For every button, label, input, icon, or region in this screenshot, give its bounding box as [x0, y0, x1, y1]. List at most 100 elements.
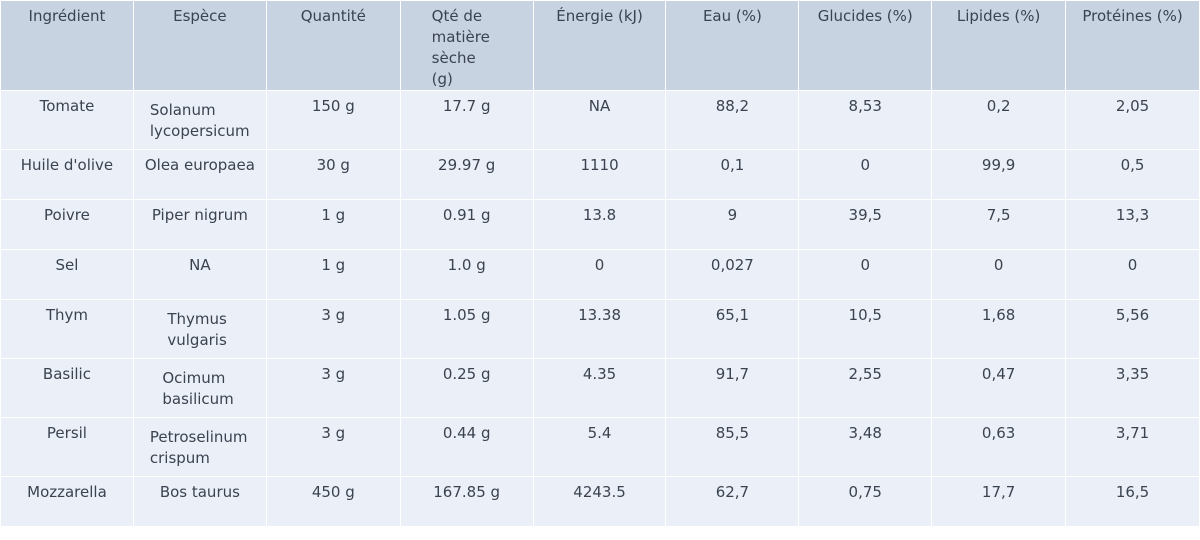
species-label: Ocimum basilicum — [162, 369, 234, 408]
species-label: Olea europaea — [144, 156, 255, 174]
cell-quantity: 150 g — [265, 90, 401, 150]
cell-carbohydrates: 0 — [798, 149, 933, 200]
cell-dry-matter: 29.97 g — [399, 149, 534, 200]
cell-energy: 0 — [532, 249, 667, 300]
header-dry-matter-label: Qté de matière sèche (g) — [431, 7, 490, 88]
cell-lipids: 0,47 — [931, 358, 1067, 418]
cell-dry-matter: 1.0 g — [399, 249, 534, 300]
cell-quantity: 3 g — [265, 417, 401, 477]
cell-energy: 13.38 — [532, 299, 667, 359]
cell-proteins: 0 — [1065, 249, 1200, 300]
cell-species: Bos taurus — [132, 476, 267, 527]
header-ingredient: Ingrédient — [0, 0, 134, 91]
cell-energy: 4243.5 — [532, 476, 667, 527]
table-row: Basilic Ocimum basilicum 3 g 0.25 g 4.35 91,7… — [0, 358, 1200, 418]
cell-dry-matter: 0.25 g — [399, 358, 534, 418]
cell-dry-matter: 1.05 g — [399, 299, 534, 359]
cell-species: Thymus vulgaris — [132, 299, 267, 359]
species-label: Petroselinum crispum — [149, 428, 248, 467]
cell-carbohydrates: 8,53 — [798, 90, 933, 150]
cell-quantity: 3 g — [265, 299, 401, 359]
cell-carbohydrates: 39,5 — [798, 199, 933, 250]
cell-dry-matter: 0.44 g — [399, 417, 534, 477]
cell-carbohydrates: 10,5 — [798, 299, 933, 359]
header-quantity: Quantité — [265, 0, 401, 91]
header-carbohydrates: Glucides (%) — [798, 0, 933, 91]
cell-water: 0,027 — [665, 249, 800, 300]
header-proteins: Protéines (%) — [1065, 0, 1200, 91]
cell-ingredient: Sel — [0, 249, 134, 300]
cell-quantity: 3 g — [265, 358, 401, 418]
header-water: Eau (%) — [665, 0, 800, 91]
cell-proteins: 2,05 — [1065, 90, 1200, 150]
table-row: Poivre Piper nigrum 1 g 0.91 g 13.8 9 39,5 7,5 1… — [0, 199, 1200, 250]
cell-lipids: 0,63 — [931, 417, 1067, 477]
cell-quantity: 1 g — [265, 249, 401, 300]
cell-lipids: 1,68 — [931, 299, 1067, 359]
cell-water: 65,1 — [665, 299, 800, 359]
cell-carbohydrates: 0 — [798, 249, 933, 300]
cell-proteins: 16,5 — [1065, 476, 1200, 527]
cell-ingredient: Mozzarella — [0, 476, 134, 527]
cell-lipids: 7,5 — [931, 199, 1067, 250]
table-row: Mozzarella Bos taurus 450 g 167.85 g 4243.5 6… — [0, 476, 1200, 527]
cell-water: 91,7 — [665, 358, 800, 418]
cell-quantity: 1 g — [265, 199, 401, 250]
cell-ingredient: Huile d'olive — [0, 149, 134, 200]
cell-lipids: 17,7 — [931, 476, 1067, 527]
cell-proteins: 0,5 — [1065, 149, 1200, 200]
cell-proteins: 5,56 — [1065, 299, 1200, 359]
header-lipids: Lipides (%) — [931, 0, 1067, 91]
nutrition-table: Ingrédient Espèce Quantité Qté de matièr… — [0, 0, 1200, 527]
header-row: Ingrédient Espèce Quantité Qté de matièr… — [0, 0, 1200, 91]
cell-lipids: 0,2 — [931, 90, 1067, 150]
cell-lipids: 99,9 — [931, 149, 1067, 200]
cell-energy: NA — [532, 90, 667, 150]
cell-ingredient: Basilic — [0, 358, 134, 418]
cell-species: Olea europaea — [132, 149, 267, 200]
cell-ingredient: Poivre — [0, 199, 134, 250]
species-label: Solanum lycopersicum — [149, 101, 250, 140]
cell-water: 0,1 — [665, 149, 800, 200]
header-species: Espèce — [132, 0, 267, 91]
cell-carbohydrates: 0,75 — [798, 476, 933, 527]
cell-carbohydrates: 2,55 — [798, 358, 933, 418]
cell-species: Petroselinum crispum — [132, 417, 267, 477]
table-row: Thym Thymus vulgaris 3 g 1.05 g 13.38 65,1 10,… — [0, 299, 1200, 359]
cell-dry-matter: 0.91 g — [399, 199, 534, 250]
cell-ingredient: Persil — [0, 417, 134, 477]
cell-dry-matter: 167.85 g — [399, 476, 534, 527]
header-energy: Énergie (kJ) — [532, 0, 667, 91]
cell-ingredient: Thym — [0, 299, 134, 359]
cell-species: Ocimum basilicum — [132, 358, 267, 418]
cell-species: NA — [132, 249, 267, 300]
cell-proteins: 13,3 — [1065, 199, 1200, 250]
table-row: Tomate Solanum lycopersicum 150 g 17.7 g NA 8… — [0, 90, 1200, 150]
species-label: NA — [189, 256, 211, 274]
cell-water: 9 — [665, 199, 800, 250]
species-label: Piper nigrum — [151, 206, 248, 224]
cell-energy: 1110 — [532, 149, 667, 200]
table-row: Sel NA 1 g 1.0 g 0 0,027 0 0 0 — [0, 249, 1200, 300]
cell-energy: 5.4 — [532, 417, 667, 477]
species-label: Bos taurus — [159, 483, 240, 501]
cell-lipids: 0 — [931, 249, 1067, 300]
table-row: Persil Petroselinum crispum 3 g 0.44 g 5.4 85… — [0, 417, 1200, 477]
cell-proteins: 3,71 — [1065, 417, 1200, 477]
cell-energy: 13.8 — [532, 199, 667, 250]
cell-species: Solanum lycopersicum — [132, 90, 267, 150]
cell-carbohydrates: 3,48 — [798, 417, 933, 477]
cell-species: Piper nigrum — [132, 199, 267, 250]
cell-water: 88,2 — [665, 90, 800, 150]
table-body: Tomate Solanum lycopersicum 150 g 17.7 g NA 8… — [0, 90, 1200, 527]
cell-quantity: 30 g — [265, 149, 401, 200]
header-dry-matter: Qté de matière sèche (g) — [399, 0, 534, 91]
table-row: Huile d'olive Olea europaea 30 g 29.97 g 111… — [0, 149, 1200, 200]
species-label: Thymus vulgaris — [167, 310, 227, 349]
cell-quantity: 450 g — [265, 476, 401, 527]
cell-water: 62,7 — [665, 476, 800, 527]
cell-water: 85,5 — [665, 417, 800, 477]
cell-proteins: 3,35 — [1065, 358, 1200, 418]
cell-dry-matter: 17.7 g — [399, 90, 534, 150]
cell-energy: 4.35 — [532, 358, 667, 418]
